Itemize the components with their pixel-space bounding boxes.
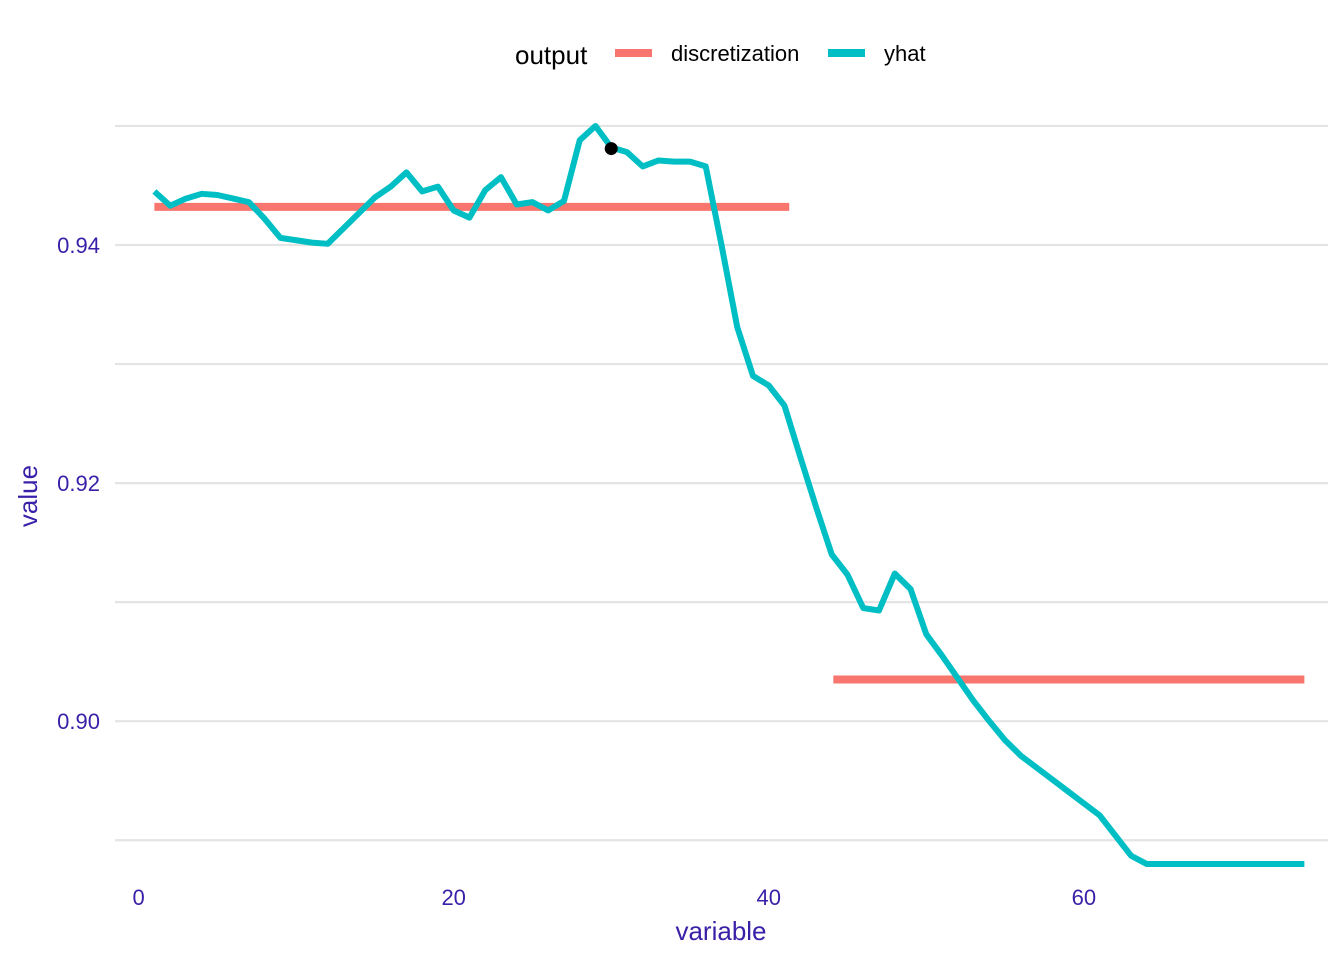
highlight-point xyxy=(604,142,618,156)
y-tick-label: 0.94 xyxy=(57,233,100,258)
legend-title: output xyxy=(515,40,588,70)
y-axis-ticks: 0.90 0.92 0.94 xyxy=(57,233,100,734)
x-axis-ticks: 0 20 40 60 xyxy=(133,885,1097,910)
y-axis-title: value xyxy=(13,465,43,527)
x-tick-label: 20 xyxy=(441,885,465,910)
x-tick-label: 0 xyxy=(133,885,145,910)
y-tick-label: 0.90 xyxy=(57,709,100,734)
legend-label-discretization: discretization xyxy=(671,41,799,66)
x-axis-title: variable xyxy=(675,916,766,946)
series-yhat-line xyxy=(152,122,1305,868)
x-tick-label: 40 xyxy=(757,885,781,910)
y-tick-label: 0.92 xyxy=(57,471,100,496)
highlight-points xyxy=(604,142,618,156)
legend-label-yhat: yhat xyxy=(884,41,926,66)
plot-series xyxy=(152,122,1305,868)
x-tick-label: 60 xyxy=(1072,885,1096,910)
legend: output discretization yhat xyxy=(515,40,926,70)
